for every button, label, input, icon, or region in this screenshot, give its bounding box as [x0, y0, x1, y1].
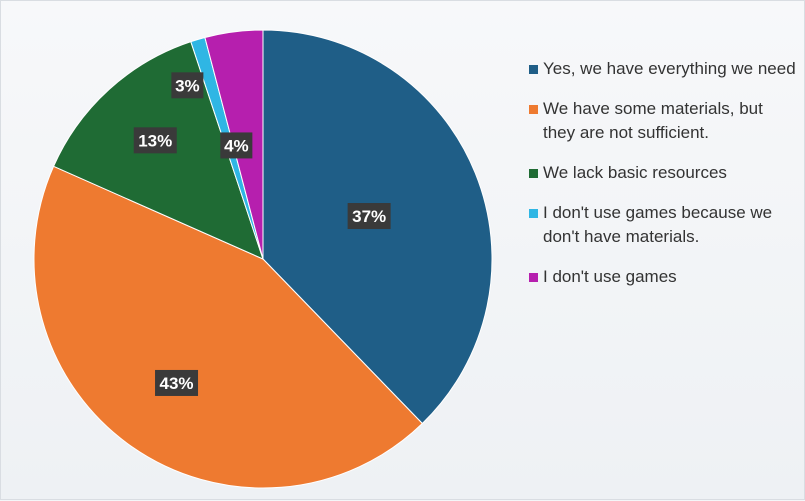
legend-label: Yes, we have everything we need	[543, 59, 796, 78]
legend-swatch	[529, 65, 538, 74]
data-label-background	[171, 72, 204, 99]
legend-label: We lack basic resources	[543, 163, 727, 182]
legend-label: We have some materials, but they are not…	[543, 99, 763, 142]
legend-swatch	[529, 209, 538, 218]
data-label-0: 37%	[347, 203, 391, 230]
legend-item-3: I don't use games because we don't have …	[529, 201, 799, 249]
legend-label: I don't use games because we don't have …	[543, 203, 773, 246]
legend-label: I don't use games	[543, 267, 677, 286]
data-label-text: 13%	[138, 131, 172, 150]
pie-slice-1	[33, 165, 424, 489]
legend-item-2: We lack basic resources	[529, 161, 799, 185]
legend-swatch	[529, 105, 538, 114]
legend-item-0: Yes, we have everything we need	[529, 57, 799, 81]
data-label-text: 4%	[224, 136, 249, 155]
data-label-text: 37%	[352, 207, 386, 226]
data-label-2: 13%	[133, 127, 177, 154]
data-label-text: 3%	[175, 76, 200, 95]
data-label-4: 4%	[220, 132, 253, 159]
data-label-text: 43%	[160, 374, 194, 393]
legend-swatch	[529, 169, 538, 178]
data-label-background	[347, 203, 391, 230]
legend-item-1: We have some materials, but they are not…	[529, 97, 799, 145]
legend-item-4: I don't use games	[529, 265, 799, 289]
data-label-background	[133, 127, 177, 154]
data-label-background	[220, 132, 253, 159]
data-label-3: 3%	[171, 72, 204, 99]
pie-chart: 37% 43% 13% 3% 4%	[33, 29, 493, 489]
chart-legend: Yes, we have everything we need We have s…	[529, 57, 799, 305]
data-label-background	[155, 369, 199, 396]
data-label-1: 43%	[155, 369, 199, 396]
legend-swatch	[529, 273, 538, 282]
